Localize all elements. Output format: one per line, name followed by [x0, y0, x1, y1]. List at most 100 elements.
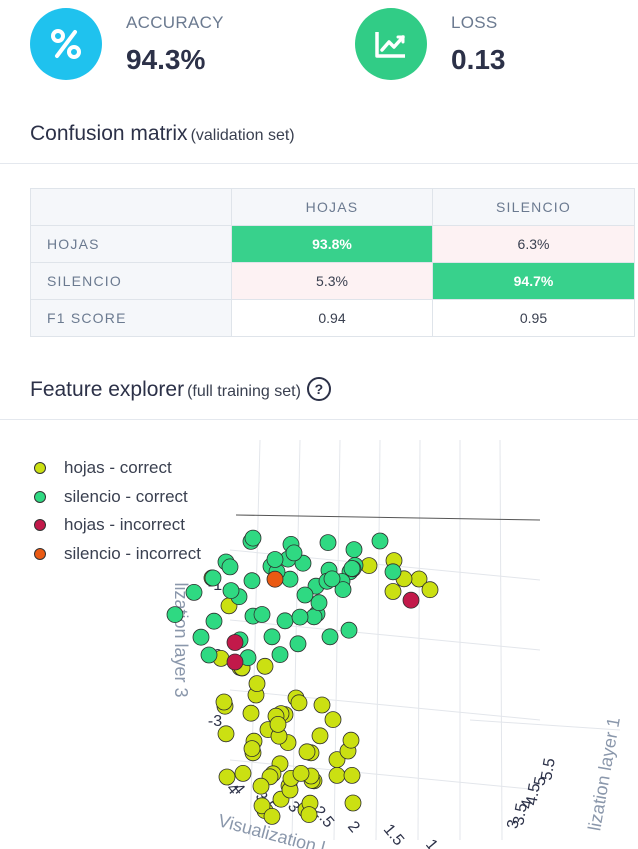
table-row: SILENCIO 5.3% 94.7%	[30, 262, 635, 300]
scatter-point[interactable]	[343, 766, 361, 784]
scatter-point[interactable]	[221, 558, 239, 576]
scatter-point[interactable]	[371, 532, 389, 550]
scatter-point[interactable]	[323, 570, 341, 588]
accuracy-percent-icon	[30, 8, 102, 80]
y-tick-label: 4	[518, 798, 536, 810]
scatter-point[interactable]	[271, 646, 289, 664]
legend-item[interactable]: hojas - incorrect	[34, 511, 201, 540]
scatter-point[interactable]	[269, 715, 287, 733]
scatter-point[interactable]	[344, 794, 362, 812]
scatter-point[interactable]	[253, 606, 271, 623]
accuracy-value: 94.3%	[126, 44, 206, 75]
table-row: HOJAS 93.8% 6.3%	[30, 225, 635, 263]
scatter-point[interactable]	[266, 551, 284, 568]
scatter-point[interactable]	[321, 628, 339, 646]
x-tick-label: 1.5	[380, 821, 407, 849]
y-tick-label: 5	[531, 775, 549, 787]
y-tick-label: 4.5	[523, 782, 544, 807]
legend-marker	[34, 462, 46, 475]
scatter-point[interactable]	[319, 534, 337, 551]
legend-label: hojas - incorrect	[64, 515, 185, 535]
table-row: F1 SCORE 0.94 0.95	[30, 299, 635, 337]
scatter-point[interactable]	[384, 583, 402, 600]
scatter-point[interactable]	[334, 581, 352, 599]
legend-label: hojas - correct	[64, 458, 172, 478]
scatter-point[interactable]	[226, 634, 244, 651]
scatter-point[interactable]	[204, 569, 222, 587]
scatter-point[interactable]	[310, 594, 328, 612]
plot-legend: hojas - correct silencio - correct hojas…	[34, 454, 201, 568]
f1-cell: 0.95	[432, 299, 635, 337]
row-header: SILENCIO	[30, 262, 232, 300]
legend-item[interactable]: silencio - incorrect	[34, 540, 201, 569]
section-divider	[0, 163, 638, 164]
scatter-point[interactable]	[217, 725, 235, 743]
plot-points[interactable]	[166, 529, 439, 825]
scatter-point[interactable]	[276, 612, 294, 630]
legend-item[interactable]: silencio - correct	[34, 483, 201, 512]
scatter-point[interactable]	[215, 693, 233, 711]
scatter-point[interactable]	[243, 740, 261, 758]
scatter-point[interactable]	[218, 768, 236, 786]
scatter-point[interactable]	[263, 807, 281, 825]
feature-explorer-subtitle: (full training set)	[187, 383, 301, 400]
grid-line	[417, 439, 421, 841]
scatter-point[interactable]	[291, 608, 309, 626]
scatter-point[interactable]	[205, 612, 223, 630]
scatter-point[interactable]	[289, 635, 307, 653]
percent-icon	[51, 29, 81, 59]
scatter-point[interactable]	[305, 608, 323, 626]
scatter-point[interactable]	[192, 628, 210, 646]
scatter-point[interactable]	[300, 806, 318, 824]
scatter-point[interactable]	[263, 628, 281, 646]
scatter-point[interactable]	[313, 696, 331, 714]
scatter-point[interactable]	[285, 544, 303, 562]
scatter-point[interactable]	[266, 570, 284, 588]
z-tick-label: -3	[208, 713, 222, 730]
scatter-point[interactable]	[166, 606, 184, 624]
scatter-point[interactable]	[256, 657, 274, 675]
trend-chart-icon	[375, 32, 405, 58]
scatter-point[interactable]	[252, 777, 270, 795]
scatter-point[interactable]	[234, 764, 252, 782]
scatter-point[interactable]	[421, 581, 439, 599]
scatter-point[interactable]	[340, 621, 358, 639]
scatter-point[interactable]	[290, 694, 308, 712]
legend-marker	[34, 490, 46, 503]
scatter-point[interactable]	[328, 766, 346, 784]
scatter-point[interactable]	[402, 591, 420, 609]
scatter-point[interactable]	[324, 711, 342, 729]
scatter-point[interactable]	[242, 704, 260, 722]
scatter-point[interactable]	[248, 675, 266, 693]
y-tick-label: 3	[504, 818, 522, 830]
loss-trend-icon	[355, 8, 427, 80]
scatter-point[interactable]	[384, 563, 402, 581]
scatter-point[interactable]	[185, 583, 203, 601]
scatter-point[interactable]	[200, 646, 218, 664]
scatter-point[interactable]	[244, 529, 262, 547]
confusion-matrix-heading: Confusion matrix	[30, 122, 188, 145]
scatter-point[interactable]	[360, 557, 378, 575]
scatter-point[interactable]	[298, 743, 316, 761]
scatter-point[interactable]	[342, 731, 360, 749]
section-divider	[0, 419, 638, 420]
matrix-cell: 93.8%	[231, 225, 433, 263]
scatter-point[interactable]	[292, 764, 310, 782]
scatter-point[interactable]	[226, 653, 244, 671]
help-icon[interactable]: ?	[306, 377, 331, 401]
scatter-point[interactable]	[345, 541, 363, 559]
scatter-point[interactable]	[222, 582, 240, 600]
legend-label: silencio - incorrect	[64, 543, 201, 563]
scatter-point[interactable]	[243, 572, 261, 590]
f1-cell: 0.94	[231, 299, 433, 337]
y-tick-label: 5.5	[538, 757, 559, 782]
legend-label: silencio - correct	[64, 486, 188, 506]
legend-item[interactable]: hojas - correct	[34, 454, 201, 483]
loss-value: 0.13	[451, 44, 506, 75]
scatter-point[interactable]	[253, 797, 271, 815]
scatter-point[interactable]	[343, 560, 361, 577]
scatter-point[interactable]	[296, 586, 314, 604]
grid-line	[499, 439, 503, 841]
scatter-point[interactable]	[311, 727, 329, 745]
